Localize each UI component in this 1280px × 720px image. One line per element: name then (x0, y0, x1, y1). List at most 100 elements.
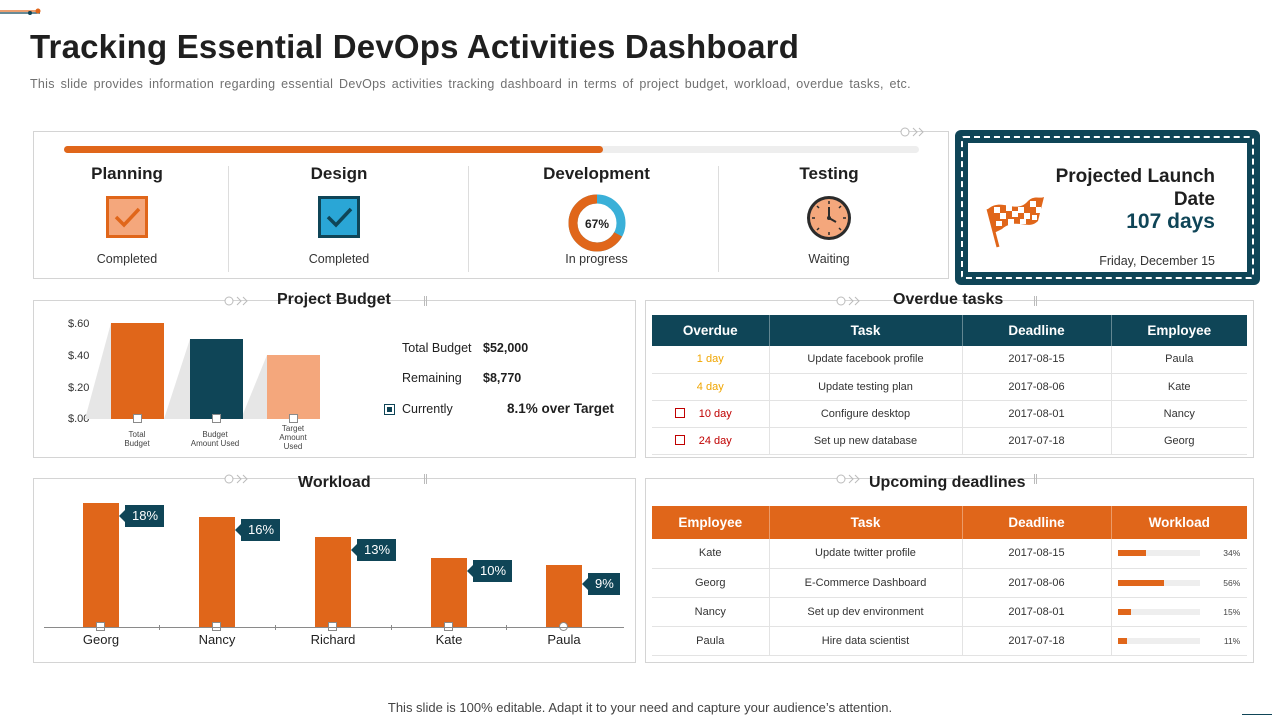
bar-marker (132, 414, 142, 423)
bar-shadow (164, 339, 190, 419)
x-label-target-used: Target Amount Used (263, 424, 323, 451)
task-cell: E-Commerce Dashboard (769, 568, 963, 598)
table-row: Georg E-Commerce Dashboard 2017-08-06 56% (652, 568, 1247, 598)
x-label-line: Used (283, 442, 303, 451)
workload-x-label: Paula (547, 632, 581, 647)
phase-title: Planning (91, 164, 163, 183)
phase-status: Completed (96, 252, 158, 266)
overdue-table: Overdue Task Deadline Employee 1 day Upda… (652, 315, 1247, 455)
x-label-line: Budget (124, 439, 150, 448)
deadline-cell: 2017-08-06 (962, 568, 1112, 598)
table-row: Nancy Set up dev environment 2017-08-01 15% (652, 597, 1247, 627)
phase-title: Development (543, 164, 650, 183)
panel-arrows-icon (224, 296, 248, 306)
deadline-cell: 2017-08-15 (962, 539, 1112, 569)
phase-status: Completed (308, 252, 370, 266)
workload-data-label: 18% (118, 505, 165, 527)
title-tick (424, 474, 425, 484)
upcoming-deadlines-panel: Upcoming deadlines Employee Task Deadlin… (645, 474, 1254, 663)
donut-progress-icon: 67% (568, 194, 625, 252)
workload-bar (199, 516, 235, 627)
page-title: Tracking Essential DevOps Activities Das… (30, 28, 800, 65)
currently-bullet-icon (384, 404, 395, 415)
workload-data-label: 16% (234, 518, 281, 541)
divider (228, 166, 229, 272)
column-header: Task (769, 506, 963, 539)
x-label-line: Amount (279, 433, 307, 442)
projected-launch-card: Projected Launch Date 107 days Friday, D… (955, 130, 1260, 285)
divider (468, 166, 469, 272)
overall-progress-fill (64, 146, 603, 153)
y-tick-label: $.60 (68, 318, 90, 330)
divider (718, 166, 719, 272)
x-label-line: Budget (202, 430, 228, 439)
table-row: 1 day Update facebook profile 2017-08-15 Pa… (652, 346, 1247, 374)
employee-cell: Paula (652, 626, 770, 656)
workload-bar (546, 565, 582, 627)
deadline-cell: 2017-08-01 (962, 597, 1112, 627)
column-header: Overdue (652, 315, 770, 346)
total-budget-label: Total Budget (402, 341, 472, 355)
deadline-cell: 2017-08-15 (962, 346, 1112, 374)
upcoming-table: Employee Task Deadline Workload Kate Upda… (652, 506, 1247, 656)
task-cell: Set up dev environment (769, 597, 963, 627)
footer-note: This slide is 100% editable. Adapt it to… (387, 700, 893, 715)
clock-icon (807, 196, 851, 240)
remaining-label: Remaining (402, 371, 462, 385)
launch-date: Friday, December 15 (1099, 254, 1215, 268)
bar-marker (212, 622, 221, 631)
workload-cell: 34% (1111, 539, 1247, 569)
title-tick (426, 474, 427, 484)
project-budget-panel: Project Budget $.60 $.40 $.20 $.00 Total… (33, 291, 636, 458)
bar-marker (559, 622, 568, 631)
title-tick (1034, 296, 1035, 306)
y-tick-label: $.00 (68, 413, 90, 425)
workload-bar (315, 537, 351, 627)
employee-cell: Nancy (1111, 400, 1247, 428)
workload-bar (83, 503, 119, 627)
deadline-cell: 2017-08-01 (962, 400, 1112, 428)
alert-flag-icon (674, 407, 685, 418)
workload-x-label: Kate (435, 632, 463, 647)
workload-progress-bar (1118, 579, 1201, 586)
overdue-table-body: 1 day Update facebook profile 2017-08-15 Pa… (652, 346, 1247, 455)
budget-bar (267, 355, 320, 419)
currently-label: Currently (402, 402, 453, 416)
phase-planning: Planning Completed (34, 164, 220, 266)
x-axis (44, 627, 624, 628)
workload-progress-fill (1118, 550, 1147, 557)
workload-x-label: Georg (82, 632, 120, 647)
panel-title: Workload (298, 474, 371, 491)
table-header-row: Employee Task Deadline Workload (652, 506, 1247, 539)
bar-shadow (241, 355, 267, 419)
x-label-line: Amount Used (190, 439, 240, 448)
workload-cell: 56% (1111, 568, 1247, 598)
table-row: Paula Hire data scientist 2017-07-18 11% (652, 626, 1247, 656)
phase-title: Testing (799, 164, 859, 183)
overdue-days: 1 day (696, 353, 724, 366)
workload-x-label: Richard (310, 632, 356, 647)
upcoming-table-body: Kate Update twitter profile 2017-08-15 34% G… (652, 539, 1247, 656)
table-row: 24 day Set up new database 2017-07-18 Georg (652, 427, 1247, 455)
total-budget-value: $52,000 (483, 341, 529, 355)
corner-line (1242, 714, 1272, 715)
panel-title: Project Budget (277, 291, 391, 308)
bar-marker (211, 414, 221, 423)
x-label-line: Total (128, 430, 146, 439)
workload-percent: 11% (1223, 635, 1241, 646)
workload-progress-fill (1118, 579, 1165, 586)
title-tick (1036, 296, 1037, 306)
employee-cell: Georg (652, 568, 770, 598)
bar-marker (288, 414, 298, 423)
phase-testing: Testing Waiting (724, 164, 934, 266)
column-header: Task (769, 315, 963, 346)
deadline-cell: 2017-07-18 (962, 626, 1112, 656)
panel-arrows-icon (836, 296, 860, 306)
table-row: Kate Update twitter profile 2017-08-15 34% (652, 539, 1247, 569)
phase-design: Design Completed (234, 164, 444, 266)
bar-marker (444, 622, 453, 631)
phase-development: Development 67% In progress (474, 164, 719, 266)
overall-progress-bar (64, 146, 919, 153)
overdue-cell: 1 day (652, 346, 770, 374)
workload-progress-fill (1118, 608, 1131, 615)
